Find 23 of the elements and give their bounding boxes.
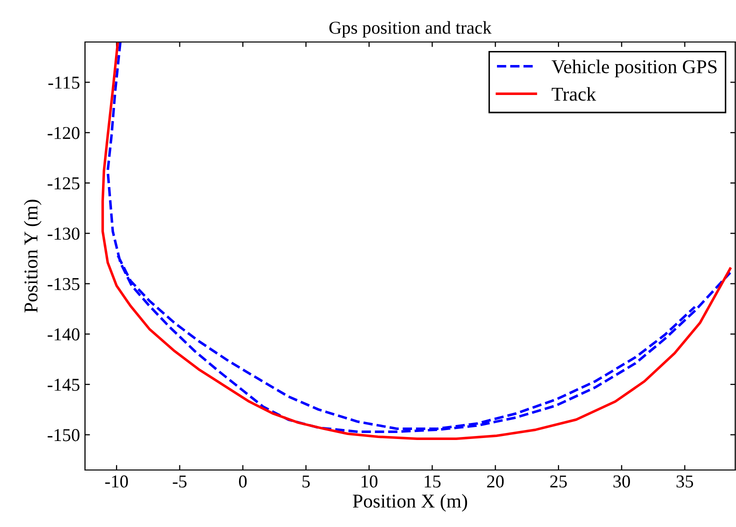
y-tick-label: -115: [48, 76, 80, 89]
y-tick-label: -135: [48, 278, 80, 290]
y-tick-label: -120: [48, 126, 80, 140]
chart-title: Gps position and track: [329, 21, 492, 38]
x-tick-label: -10: [105, 475, 128, 488]
y-tick-label: -130: [48, 228, 80, 240]
x-tick-label: 30: [613, 475, 630, 488]
x-tick-label: 5: [302, 476, 310, 488]
y-tick-label: -150: [48, 429, 80, 442]
legend-label: Track: [552, 87, 596, 101]
x-tick-label: 10: [362, 475, 378, 488]
y-tick-label: -140: [48, 328, 80, 340]
x-tick-label: 35: [676, 475, 694, 488]
x-tick-label: 0: [239, 475, 247, 488]
x-tick-label: -5: [172, 476, 187, 488]
x-tick-label: 15: [424, 475, 441, 488]
legend-label: Vehicle position GPS: [552, 60, 717, 78]
y-tick-label: -145: [48, 378, 80, 391]
y-axis-title: Position Y (m): [24, 200, 42, 313]
x-axis-title: Position X (m): [352, 494, 468, 512]
y-tick-label: -125: [48, 177, 80, 190]
x-tick-label: 20: [487, 475, 504, 488]
x-tick-label: 25: [550, 475, 567, 488]
